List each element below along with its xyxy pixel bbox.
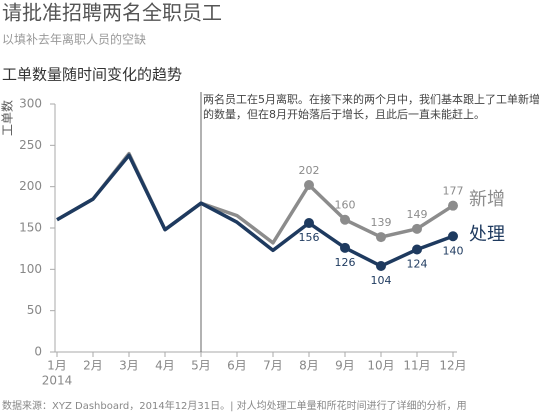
point <box>448 200 458 211</box>
legend-label: 处理 <box>469 224 505 245</box>
point <box>376 261 386 272</box>
chart-title: 工单数量随时间变化的趋势 <box>2 66 182 84</box>
data-label: 104 <box>371 274 392 287</box>
x-tick-label: 11月 <box>403 359 430 373</box>
point <box>340 242 350 253</box>
data-label: 202 <box>299 164 320 177</box>
annotation-box: 两名员工在5月离职。在接下来的两个月中，我们基本跟上了工单新增的数量，但在8月开… <box>203 93 540 121</box>
x-tick-label: 2月 <box>83 359 103 373</box>
point <box>304 180 314 191</box>
y-tick-label: 100 <box>19 262 42 276</box>
data-label: 160 <box>335 199 356 212</box>
data-label: 126 <box>335 256 356 269</box>
x-tick-label: 9月 <box>335 359 355 373</box>
annotation: 两名员工在5月离职。在接下来的两个月中，我们基本跟上了工单新增的数量，但在8月开… <box>203 93 540 121</box>
y-axis-label: 工单数 <box>0 100 15 136</box>
footnote: 数据来源：XYZ Dashboard，2014年12月31日。| 对人均处理工单… <box>2 399 467 412</box>
point <box>412 244 422 255</box>
point <box>448 231 458 242</box>
x-tick-label: 5月 <box>191 359 211 373</box>
x-tick-label: 12月 <box>439 359 466 373</box>
y-tick-label: 250 <box>19 138 42 152</box>
series-line <box>56 151 454 245</box>
point <box>376 232 386 243</box>
x-tick-label: 8月 <box>299 359 319 373</box>
y-tick-label: 300 <box>19 97 42 111</box>
point <box>412 223 422 234</box>
point <box>340 214 350 225</box>
x-tick-label: 1月 <box>47 359 67 373</box>
x-tick-label: 6月 <box>227 359 247 373</box>
point <box>304 218 314 229</box>
y-tick-label: 50 <box>27 303 42 317</box>
x-tick-label: 4月 <box>155 359 175 373</box>
x-tick-label: 3月 <box>119 359 139 373</box>
legend-label: 新增 <box>469 189 505 210</box>
data-label: 140 <box>443 244 464 257</box>
y-tick-label: 0 <box>34 345 42 359</box>
page-subtitle: 以填补去年离职人员的空缺 <box>2 32 146 47</box>
data-label: 177 <box>443 185 464 198</box>
data-label: 124 <box>407 257 428 270</box>
data-label: 149 <box>407 208 428 221</box>
page-title: 请批准招聘两名全职员工 <box>2 1 222 25</box>
y-tick-label: 200 <box>19 179 42 193</box>
x-tick-label: 10月 <box>367 359 394 373</box>
y-tick-label: 150 <box>19 221 42 235</box>
data-label: 156 <box>299 231 320 244</box>
data-label: 139 <box>371 216 392 229</box>
series-line <box>56 153 454 268</box>
x-tick-label: 7月 <box>263 359 283 373</box>
x-year-label: 2014 <box>42 374 73 388</box>
